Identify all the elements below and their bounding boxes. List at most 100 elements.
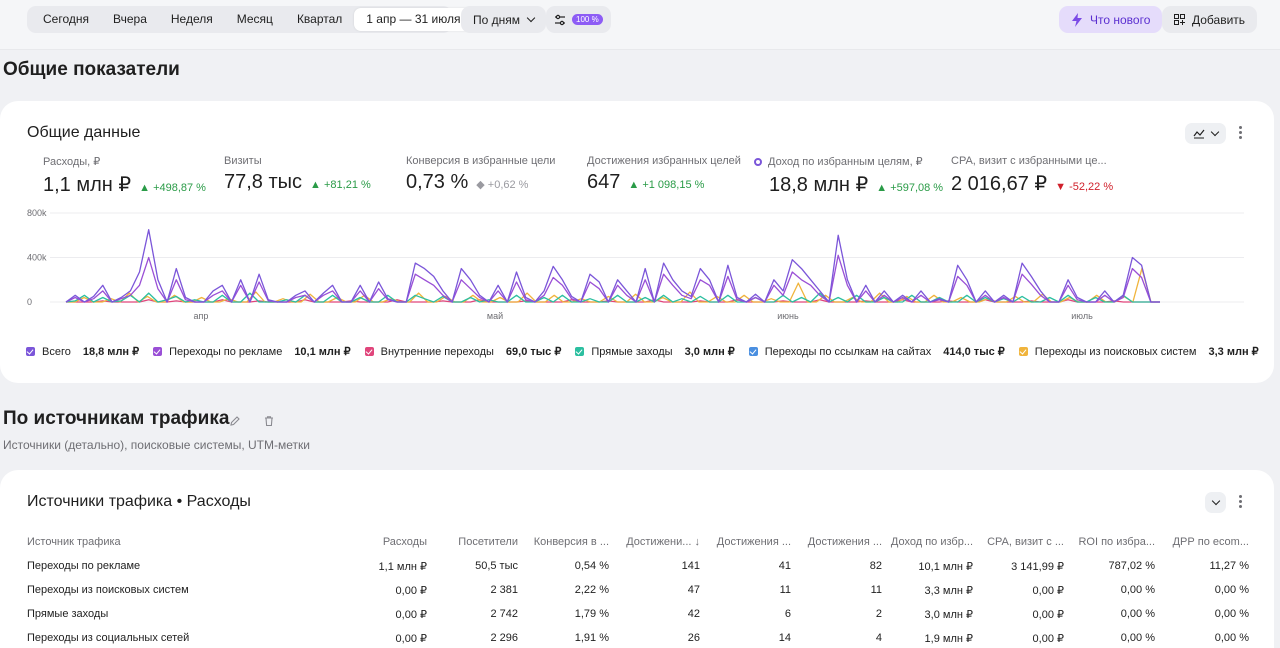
table-row[interactable]: Прямые заходы 0,00 ₽ 2 742 1,79 % 42 6 2 3,0 мл… <box>27 602 1249 626</box>
period-today-button[interactable]: Сегодня <box>43 12 89 26</box>
table-cell: 14 <box>778 632 791 644</box>
legend-item-total[interactable]: Всего 18,8 млн ₽ <box>26 345 139 358</box>
traffic-sources-table: Источник трафика Расходы Посетители Конв… <box>27 530 1249 648</box>
metric-label: Расходы, ₽ <box>43 156 101 168</box>
chevron-down-icon <box>1211 496 1220 505</box>
date-range-label: 1 апр — 31 июля <box>366 12 461 26</box>
add-label: Добавить <box>1192 12 1246 27</box>
traffic-subtitle: Источники (детально), поисковые системы,… <box>3 438 310 452</box>
selected-metric-icon <box>754 158 762 166</box>
overview-card: Общие данные Расходы, ₽ 1,1 млн ₽ ▲ +498,… <box>0 101 1274 383</box>
x-tick-label: май <box>487 311 503 321</box>
add-widget-icon <box>1174 14 1185 25</box>
trash-icon[interactable] <box>263 415 275 427</box>
grouping-dropdown[interactable]: По дням <box>461 6 547 33</box>
metric-cpa[interactable]: CPA, визит с избранными це... 2 016,67 ₽… <box>951 155 1113 196</box>
collapse-button[interactable] <box>1205 492 1226 513</box>
top-toolbar: Сегодня Вчера Неделя Месяц Квартал 1 апр… <box>0 0 1280 50</box>
table-row[interactable]: Переходы из социальных сетей 0,00 ₽ 2 296 1… <box>27 626 1249 648</box>
legend-label: Внутренние переходы <box>380 345 494 358</box>
metric-expenses[interactable]: Расходы, ₽ 1,1 млн ₽ ▲ +498,87 % <box>43 155 206 197</box>
more-icon[interactable] <box>1235 494 1245 510</box>
table-cell: 0,00 ₽ <box>1032 632 1064 645</box>
table-cell: 2 296 <box>490 632 518 644</box>
column-header[interactable]: Источник трафика <box>27 536 121 548</box>
metric-value: 77,8 тыс <box>224 171 303 193</box>
column-header[interactable]: Посетители <box>458 536 518 548</box>
metric-value: 18,8 млн ₽ <box>769 174 869 196</box>
column-header[interactable]: Конверсия в ... <box>533 536 609 548</box>
chevron-down-icon <box>526 13 536 22</box>
legend-item-internal[interactable]: Внутренние переходы 69,0 тыс ₽ <box>364 345 562 358</box>
table-cell: 42 <box>687 608 700 620</box>
table-row[interactable]: Переходы из поисковых систем 0,00 ₽ 2 381 2… <box>27 578 1249 602</box>
period-yesterday-button[interactable]: Вчера <box>113 12 147 26</box>
table-cell: 0,00 ₽ <box>1032 584 1064 597</box>
chevron-down-icon <box>1210 127 1220 136</box>
column-header[interactable]: CPA, визит с ... <box>987 536 1064 548</box>
table-cell: 82 <box>869 560 882 572</box>
table-cell: 10,1 млн ₽ <box>918 560 973 573</box>
column-header[interactable]: Доход по избр... <box>890 536 973 548</box>
checkbox-icon <box>26 347 35 356</box>
column-header[interactable]: ROI по избра... <box>1078 536 1155 548</box>
period-quarter-button[interactable]: Квартал <box>296 12 343 26</box>
legend-value: 414,0 тыс ₽ <box>943 346 1005 358</box>
y-tick-label: 400k <box>27 253 47 263</box>
metric-delta: ▲ +1 098,15 % <box>628 179 705 191</box>
table-cell: 41 <box>778 560 791 572</box>
table-cell: 787,02 % <box>1108 560 1155 572</box>
legend-item-search[interactable]: Переходы из поисковых систем 3,3 млн ₽ <box>1018 345 1259 358</box>
column-header[interactable]: Достижения ... <box>716 536 791 548</box>
metric-conversion[interactable]: Конверсия в избранные цели 0,73 % ◆ +0,62… <box>406 155 555 194</box>
x-tick-label: июнь <box>777 311 799 321</box>
checkbox-icon <box>748 347 758 356</box>
checkbox-icon <box>153 347 163 356</box>
sampling-button[interactable]: 100 % <box>546 6 611 33</box>
y-tick-label: 800k <box>27 208 47 218</box>
table-cell: 4 <box>875 632 882 644</box>
column-header-sorted[interactable]: Достижени... ↓ <box>626 536 700 548</box>
legend-item-direct[interactable]: Прямые заходы 3,0 млн ₽ <box>575 345 735 358</box>
table-cell: 0,00 ₽ <box>395 584 427 597</box>
table-cell: 1,9 млн ₽ <box>924 632 973 645</box>
table-cell: 0,00 ₽ <box>1032 608 1064 621</box>
legend-item-ads[interactable]: Переходы по рекламе 10,1 млн ₽ <box>153 345 351 358</box>
metric-delta: ▲ +81,21 % <box>310 179 371 191</box>
add-button[interactable]: Добавить <box>1162 6 1258 33</box>
edit-icon[interactable] <box>229 415 241 427</box>
series-line <box>65 254 1160 303</box>
column-header[interactable]: Достижения ... <box>807 536 882 548</box>
series-line <box>65 229 1160 303</box>
legend-value: 69,0 тыс ₽ <box>505 346 562 358</box>
legend-label: Всего <box>42 345 71 358</box>
table-cell: 0,00 % <box>1214 632 1249 644</box>
metric-delta: ▲ +597,08 % <box>876 182 944 194</box>
metric-revenue[interactable]: Доход по избранным целям, ₽ 18,8 млн ₽ ▲ … <box>754 155 943 197</box>
table-cell: 2 <box>875 608 882 620</box>
metric-goal-achievements[interactable]: Достижения избранных целей 647 ▲ +1 098,1… <box>587 155 741 194</box>
table-cell: 47 <box>687 584 700 596</box>
overview-heading: Общие показатели <box>3 59 180 80</box>
column-header[interactable]: ДРР по ecom... <box>1172 536 1249 548</box>
checkbox-icon <box>364 347 374 356</box>
metric-delta: ◆ +0,62 % <box>476 179 529 191</box>
whats-new-button[interactable]: Что нового <box>1059 6 1163 33</box>
chart-type-button[interactable] <box>1185 123 1226 144</box>
table-cell: 0,00 ₽ <box>395 632 427 645</box>
legend-item-links[interactable]: Переходы по ссылкам на сайтах 414,0 тыс ₽ <box>748 345 1005 358</box>
table-cell: 11,27 % <box>1209 560 1249 572</box>
grouping-label: По дням <box>473 12 521 27</box>
more-icon[interactable] <box>1235 125 1245 141</box>
table-row[interactable]: Переходы по рекламе 1,1 млн ₽ 50,5 тыс 0,54… <box>27 554 1249 578</box>
period-month-button[interactable]: Месяц <box>236 12 273 26</box>
source-name-cell: Переходы из социальных сетей <box>27 632 190 644</box>
date-range-button[interactable]: 1 апр — 31 июля <box>354 8 487 31</box>
traffic-heading: По источникам трафика <box>3 408 230 429</box>
metric-visits[interactable]: Визиты 77,8 тыс ▲ +81,21 % <box>224 155 371 194</box>
column-header[interactable]: Расходы <box>382 536 427 548</box>
x-tick-label: апр <box>194 311 209 321</box>
period-week-button[interactable]: Неделя <box>170 12 213 26</box>
table-cell: 6 <box>784 608 791 620</box>
source-name-cell: Прямые заходы <box>27 608 109 620</box>
